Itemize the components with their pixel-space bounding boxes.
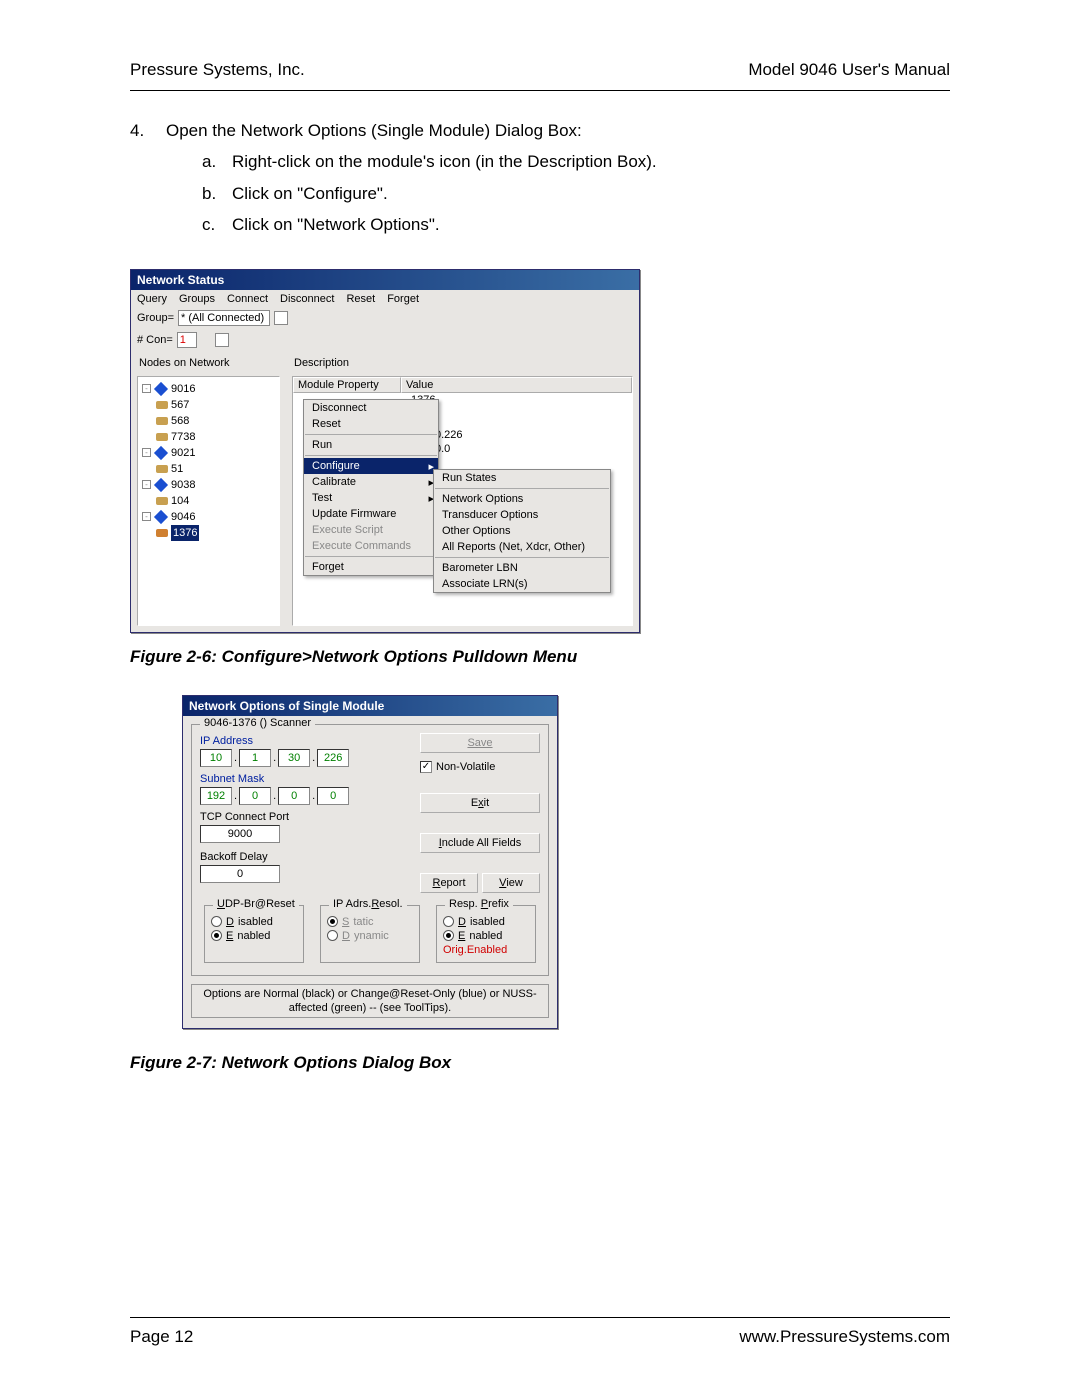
udp-disabled-radio[interactable]: Disabled	[211, 916, 297, 928]
subnet-2[interactable]	[239, 787, 271, 805]
substep-c: Click on "Network Options".	[232, 209, 440, 240]
include-all-button[interactable]: Include All Fields	[420, 833, 540, 853]
tree-view[interactable]: -9016 567 568 7738 -9021 51 -9038 104 -9…	[137, 376, 280, 626]
con-input[interactable]	[177, 332, 197, 348]
description-listbox[interactable]: Module Property Value 1376 0.226 0.0 Dis…	[292, 376, 633, 626]
con-spin[interactable]	[215, 333, 229, 347]
ip-octet-3[interactable]	[278, 749, 310, 767]
scanner-legend: 9046-1376 () Scanner	[200, 717, 315, 729]
header-rule	[130, 90, 950, 91]
con-label: # Con=	[137, 334, 173, 346]
submenu-barometer[interactable]: Barometer LBN	[434, 560, 610, 576]
orig-enabled-label: Orig.Enabled	[443, 944, 529, 956]
submenu-network-options[interactable]: Network Options	[434, 491, 610, 507]
ctx-run[interactable]: Run	[304, 437, 438, 453]
submenu-other[interactable]: Other Options	[434, 523, 610, 539]
save-button[interactable]: Save	[420, 733, 540, 753]
figure-2-7-caption: Figure 2-7: Network Options Dialog Box	[130, 1053, 950, 1073]
header-right: Model 9046 User's Manual	[748, 60, 950, 80]
ctx-calibrate[interactable]: Calibrate	[304, 474, 438, 490]
tree-selected: 1376	[171, 525, 199, 541]
options-note: Options are Normal (black) or Change@Res…	[191, 984, 549, 1019]
step-number: 4.	[130, 115, 166, 146]
ip-octet-2[interactable]	[239, 749, 271, 767]
description-header: Description	[292, 356, 633, 370]
instructions: 4. Open the Network Options (Single Modu…	[130, 115, 950, 241]
ip-octet-4[interactable]	[317, 749, 349, 767]
ctx-execute-script: Execute Script	[304, 522, 438, 538]
backoff-label: Backoff Delay	[200, 851, 404, 863]
figure-2-6-caption: Figure 2-6: Configure>Network Options Pu…	[130, 647, 950, 667]
tcp-label: TCP Connect Port	[200, 811, 404, 823]
network-status-window: Network Status Query Groups Connect Disc…	[130, 269, 640, 633]
footer-url: www.PressureSystems.com	[739, 1327, 950, 1347]
static-radio[interactable]: Static	[327, 916, 413, 928]
group-spin[interactable]	[274, 311, 288, 325]
dynamic-radio[interactable]: Dynamic	[327, 930, 413, 942]
udp-fieldset: UDP-Br@Reset Disabled Enabled	[204, 905, 304, 963]
network-options-window: Network Options of Single Module 9046-13…	[182, 695, 558, 1030]
menu-bar: Query Groups Connect Disconnect Reset Fo…	[131, 290, 639, 308]
substep-b: Click on "Configure".	[232, 178, 388, 209]
substep-a: Right-click on the module's icon (in the…	[232, 146, 657, 177]
nodes-header: Nodes on Network	[137, 356, 280, 370]
view-button[interactable]: View	[482, 873, 540, 893]
menu-reset[interactable]: Reset	[346, 293, 375, 305]
ctx-execute-commands: Execute Commands	[304, 538, 438, 554]
col-value[interactable]: Value	[401, 377, 632, 393]
resp-disabled-radio[interactable]: Disabled	[443, 916, 529, 928]
ipres-fieldset: IP Adrs.Resol. Static Dynamic	[320, 905, 420, 963]
backoff-input[interactable]	[200, 865, 280, 883]
submenu-run-states[interactable]: Run States	[434, 470, 610, 486]
menu-query[interactable]: Query	[137, 293, 167, 305]
submenu-associate[interactable]: Associate LRN(s)	[434, 576, 610, 592]
ip-octet-1[interactable]	[200, 749, 232, 767]
title-bar: Network Status	[131, 270, 639, 290]
step-text: Open the Network Options (Single Module)…	[166, 115, 582, 146]
ctx-disconnect[interactable]: Disconnect	[304, 400, 438, 416]
menu-connect[interactable]: Connect	[227, 293, 268, 305]
context-menu[interactable]: Disconnect Reset Run Configure Calibrate…	[303, 399, 439, 576]
tcp-port-input[interactable]	[200, 825, 280, 843]
subnet-4[interactable]	[317, 787, 349, 805]
submenu-all-reports[interactable]: All Reports (Net, Xdcr, Other)	[434, 539, 610, 555]
page-number: Page 12	[130, 1327, 193, 1347]
resp-fieldset: Resp. Prefix Disabled Enabled Orig.Enabl…	[436, 905, 536, 963]
ctx-reset[interactable]: Reset	[304, 416, 438, 432]
subnet-3[interactable]	[278, 787, 310, 805]
exit-button[interactable]: Exit	[420, 793, 540, 813]
non-volatile-checkbox[interactable]: ✓Non-Volatile	[420, 761, 540, 773]
ctx-configure[interactable]: Configure	[304, 458, 438, 474]
subnet-label: Subnet Mask	[200, 773, 404, 785]
ip-address-label: IP Address	[200, 735, 404, 747]
col-module-property[interactable]: Module Property	[293, 377, 401, 393]
menu-disconnect[interactable]: Disconnect	[280, 293, 334, 305]
submenu-transducer[interactable]: Transducer Options	[434, 507, 610, 523]
resp-enabled-radio[interactable]: Enabled	[443, 930, 529, 942]
ctx-update-firmware[interactable]: Update Firmware	[304, 506, 438, 522]
subnet-1[interactable]	[200, 787, 232, 805]
configure-submenu[interactable]: Run States Network Options Transducer Op…	[433, 469, 611, 593]
ctx-test[interactable]: Test	[304, 490, 438, 506]
header-left: Pressure Systems, Inc.	[130, 60, 305, 80]
ctx-forget[interactable]: Forget	[304, 559, 438, 575]
title-bar-2: Network Options of Single Module	[183, 696, 557, 716]
menu-forget[interactable]: Forget	[387, 293, 419, 305]
udp-enabled-radio[interactable]: Enabled	[211, 930, 297, 942]
report-button[interactable]: Report	[420, 873, 478, 893]
menu-groups[interactable]: Groups	[179, 293, 215, 305]
group-combo[interactable]	[178, 310, 270, 326]
scanner-fieldset: 9046-1376 () Scanner IP Address . . . Su…	[191, 724, 549, 976]
group-label: Group=	[137, 312, 174, 324]
